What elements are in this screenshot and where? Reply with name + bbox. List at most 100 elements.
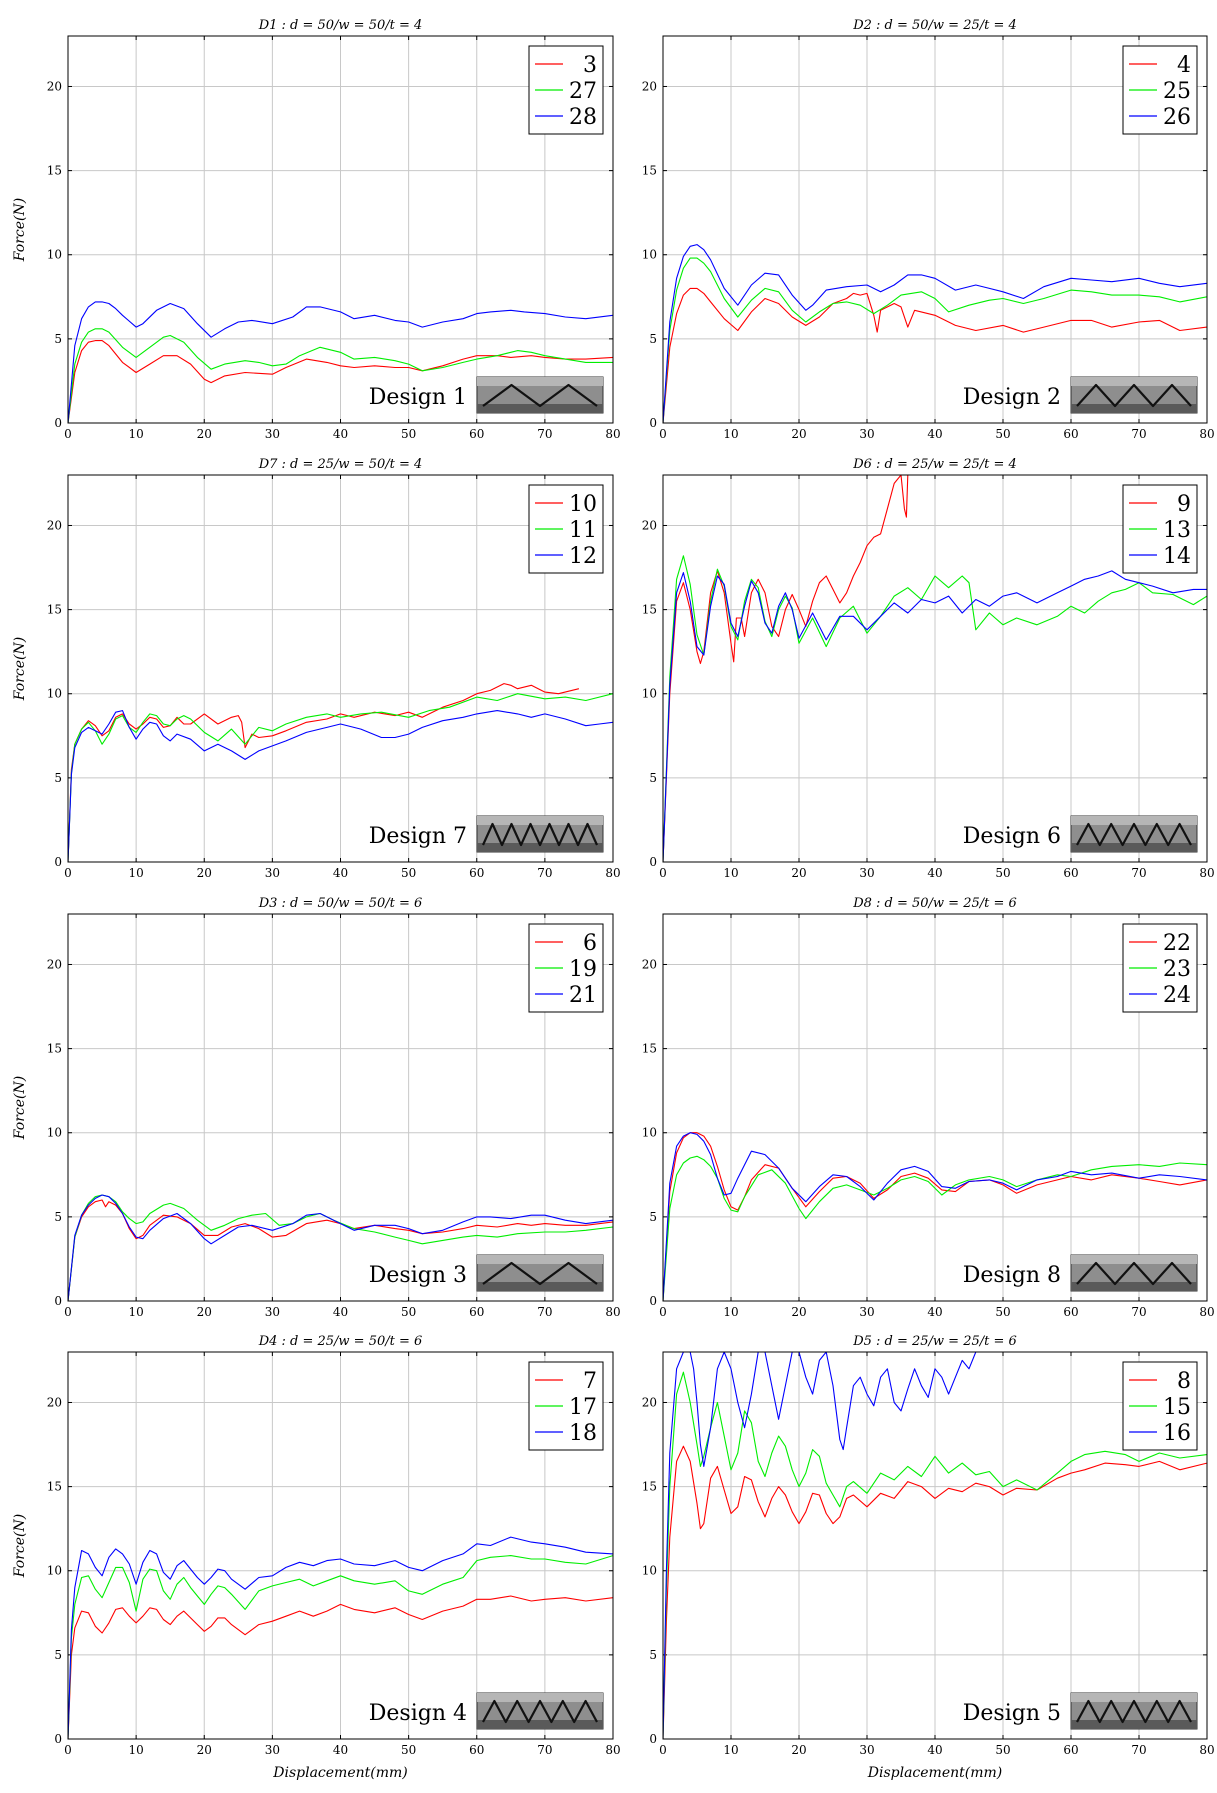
y-tick-label: 10 xyxy=(47,687,62,701)
x-tick-label: 20 xyxy=(791,1305,806,1319)
x-tick-label: 10 xyxy=(723,427,738,441)
x-tick-label: 60 xyxy=(1063,1743,1078,1757)
series-line-11 xyxy=(68,693,613,862)
y-tick-label: 20 xyxy=(642,1395,657,1409)
legend-label: 8 xyxy=(1177,1369,1191,1394)
corrugation-icon xyxy=(482,1699,598,1724)
y-tick-label: 5 xyxy=(649,1648,657,1662)
series-group xyxy=(68,1536,613,1739)
panel-title: D3 : d = 50/w = 50/t = 6 xyxy=(258,896,423,911)
series-line-19 xyxy=(68,1194,613,1301)
x-tick-label: 20 xyxy=(791,1743,806,1757)
y-tick-label: 10 xyxy=(47,1126,62,1140)
legend-label: 25 xyxy=(1163,79,1191,104)
series-line-15 xyxy=(663,1371,1207,1739)
plot-frame xyxy=(662,474,1208,863)
y-tick-label: 20 xyxy=(47,79,62,93)
legend-label: 10 xyxy=(569,492,597,517)
x-tick-label: 70 xyxy=(1131,1743,1146,1757)
series-line-18 xyxy=(68,1536,613,1739)
specimen-photo-shadow xyxy=(1071,1282,1197,1291)
y-tick-label: 5 xyxy=(54,1210,62,1224)
y-tick-label: 20 xyxy=(47,957,62,971)
series-line-16 xyxy=(663,1352,983,1739)
series-line-27 xyxy=(68,328,613,423)
legend-label: 21 xyxy=(569,983,597,1008)
x-tick-label: 80 xyxy=(605,1743,620,1757)
x-tick-label: 70 xyxy=(1131,427,1146,441)
x-tick-label: 10 xyxy=(128,1305,143,1319)
x-tick-label: 0 xyxy=(64,866,72,880)
y-tick-label: 10 xyxy=(642,1564,657,1578)
y-tick-label: 5 xyxy=(54,332,62,346)
x-tick-label: 50 xyxy=(995,866,1010,880)
y-axis-label: Force(N) xyxy=(12,198,28,262)
x-tick-label: 80 xyxy=(1199,1305,1214,1319)
y-tick-label: 0 xyxy=(649,1732,657,1746)
series-line-28 xyxy=(68,301,613,423)
y-tick-label: 5 xyxy=(649,771,657,785)
y-tick-label: 15 xyxy=(642,1480,657,1494)
panel-title: D1 : d = 50/w = 50/t = 4 xyxy=(258,18,423,33)
plot-frame xyxy=(67,35,614,424)
specimen-photo-shadow xyxy=(1071,843,1197,852)
design-label: Design 2 xyxy=(963,385,1061,410)
x-tick-label: 40 xyxy=(333,1305,348,1319)
specimen-photo-shadow xyxy=(477,1720,603,1729)
specimen-photo-highlight xyxy=(1071,377,1197,386)
legend-label: 14 xyxy=(1163,544,1191,569)
x-tick-label: 70 xyxy=(1131,866,1146,880)
y-tick-label: 15 xyxy=(642,603,657,617)
corrugation-icon xyxy=(1076,1261,1192,1286)
y-tick-label: 20 xyxy=(642,957,657,971)
x-tick-label: 30 xyxy=(265,427,280,441)
x-tick-label: 60 xyxy=(469,866,484,880)
panel-title: D7 : d = 25/w = 50/t = 4 xyxy=(258,457,423,472)
x-tick-label: 70 xyxy=(537,427,552,441)
series-line-7 xyxy=(68,1595,613,1739)
x-tick-label: 30 xyxy=(265,1743,280,1757)
series-group xyxy=(68,301,613,423)
design-label: Design 1 xyxy=(369,385,467,410)
legend-label: 13 xyxy=(1163,518,1191,543)
corrugation-icon xyxy=(482,1261,598,1286)
y-axis-label: Force(N) xyxy=(12,637,28,701)
series-line-4 xyxy=(663,287,1207,423)
plot-frame xyxy=(662,913,1208,1302)
x-tick-label: 40 xyxy=(927,427,942,441)
legend-label: 9 xyxy=(1177,492,1191,517)
legend-label: 3 xyxy=(583,53,597,78)
series-line-12 xyxy=(68,710,613,862)
y-tick-label: 0 xyxy=(54,855,62,869)
y-tick-label: 5 xyxy=(54,771,62,785)
legend-label: 24 xyxy=(1163,983,1191,1008)
x-tick-label: 20 xyxy=(197,427,212,441)
panel-4: 0 10 20 30 40 50 60 70 80 0 5 10 15 20 D6 : d = 25/w =… xyxy=(642,457,1215,880)
x-tick-label: 0 xyxy=(659,427,667,441)
y-tick-label: 15 xyxy=(47,1480,62,1494)
y-tick-label: 10 xyxy=(642,248,657,262)
y-tick-label: 0 xyxy=(54,416,62,430)
legend-label: 4 xyxy=(1177,53,1191,78)
series-line-9 xyxy=(663,475,929,862)
corrugation-icon xyxy=(481,822,599,847)
series-group xyxy=(663,1132,1207,1301)
x-tick-label: 50 xyxy=(401,427,416,441)
legend-label: 11 xyxy=(569,518,597,543)
y-tick-label: 10 xyxy=(642,687,657,701)
y-tick-label: 10 xyxy=(47,248,62,262)
legend-label: 17 xyxy=(569,1395,597,1420)
x-tick-label: 80 xyxy=(1199,866,1214,880)
x-tick-label: 10 xyxy=(723,866,738,880)
panel-2: 0 10 20 30 40 50 60 70 80 0 5 10 15 20 D2 : d = 50/w =… xyxy=(642,18,1215,441)
panel-title: D5 : d = 25/w = 25/t = 6 xyxy=(852,1334,1017,1349)
y-tick-label: 15 xyxy=(47,164,62,178)
legend-label: 22 xyxy=(1163,931,1191,956)
legend-label: 18 xyxy=(569,1421,597,1446)
y-tick-label: 0 xyxy=(54,1732,62,1746)
specimen-photo-highlight xyxy=(477,1693,603,1702)
series-group xyxy=(663,475,1207,862)
x-tick-label: 0 xyxy=(659,1743,667,1757)
series-line-6 xyxy=(68,1199,613,1301)
panel-3: 0 10 20 30 40 50 60 70 80 0 5 10 15 20 D7 : d = 25/w =… xyxy=(12,457,621,880)
